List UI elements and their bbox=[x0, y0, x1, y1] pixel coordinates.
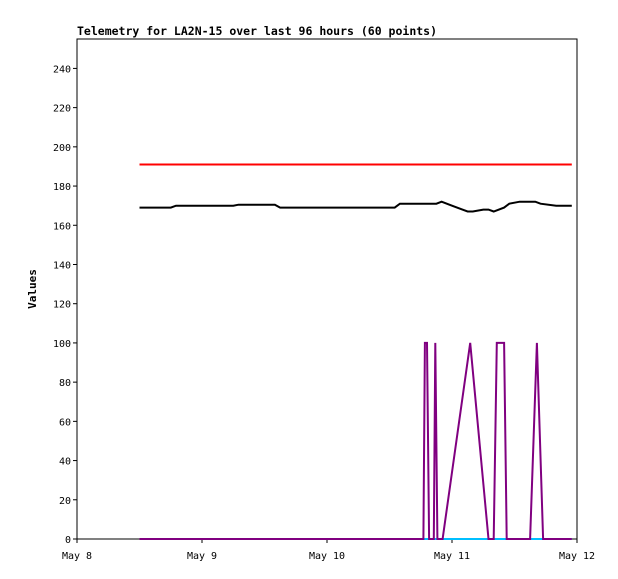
y-axis: 0 20 40 60 80 100 120 140 160 180 200 220 240 bbox=[53, 64, 77, 546]
y-tick-label: 0 bbox=[65, 535, 71, 546]
y-tick-label: 120 bbox=[53, 300, 71, 311]
y-tick-label: 180 bbox=[53, 182, 71, 193]
series-layer bbox=[139, 163, 572, 540]
y-tick-label: 160 bbox=[53, 221, 71, 232]
x-tick-label: May 10 bbox=[309, 551, 345, 562]
series-line-4 bbox=[139, 341, 572, 540]
y-tick-label: 60 bbox=[59, 417, 71, 428]
plot-area bbox=[76, 38, 578, 540]
x-tick-label: May 12 bbox=[559, 551, 595, 562]
y-tick-label: 200 bbox=[53, 143, 71, 154]
y-axis-label: Values bbox=[26, 269, 39, 309]
y-tick-label: 100 bbox=[53, 339, 71, 350]
y-tick-label: 240 bbox=[53, 64, 71, 75]
y-tick-label: 140 bbox=[53, 260, 71, 271]
y-tick-label: 220 bbox=[53, 104, 71, 115]
x-tick-label: May 9 bbox=[187, 551, 217, 562]
chart-title: Telemetry for LA2N-15 over last 96 hours… bbox=[77, 24, 437, 38]
y-tick-label: 40 bbox=[59, 457, 71, 468]
y-tick-label: 20 bbox=[59, 496, 71, 507]
series-line-2 bbox=[139, 200, 572, 213]
x-tick-label: May 11 bbox=[434, 551, 470, 562]
y-tick-label: 80 bbox=[59, 378, 71, 389]
x-axis: May 8 May 9 May 10 May 11 May 12 bbox=[62, 539, 595, 562]
x-tick-label: May 8 bbox=[62, 551, 92, 562]
